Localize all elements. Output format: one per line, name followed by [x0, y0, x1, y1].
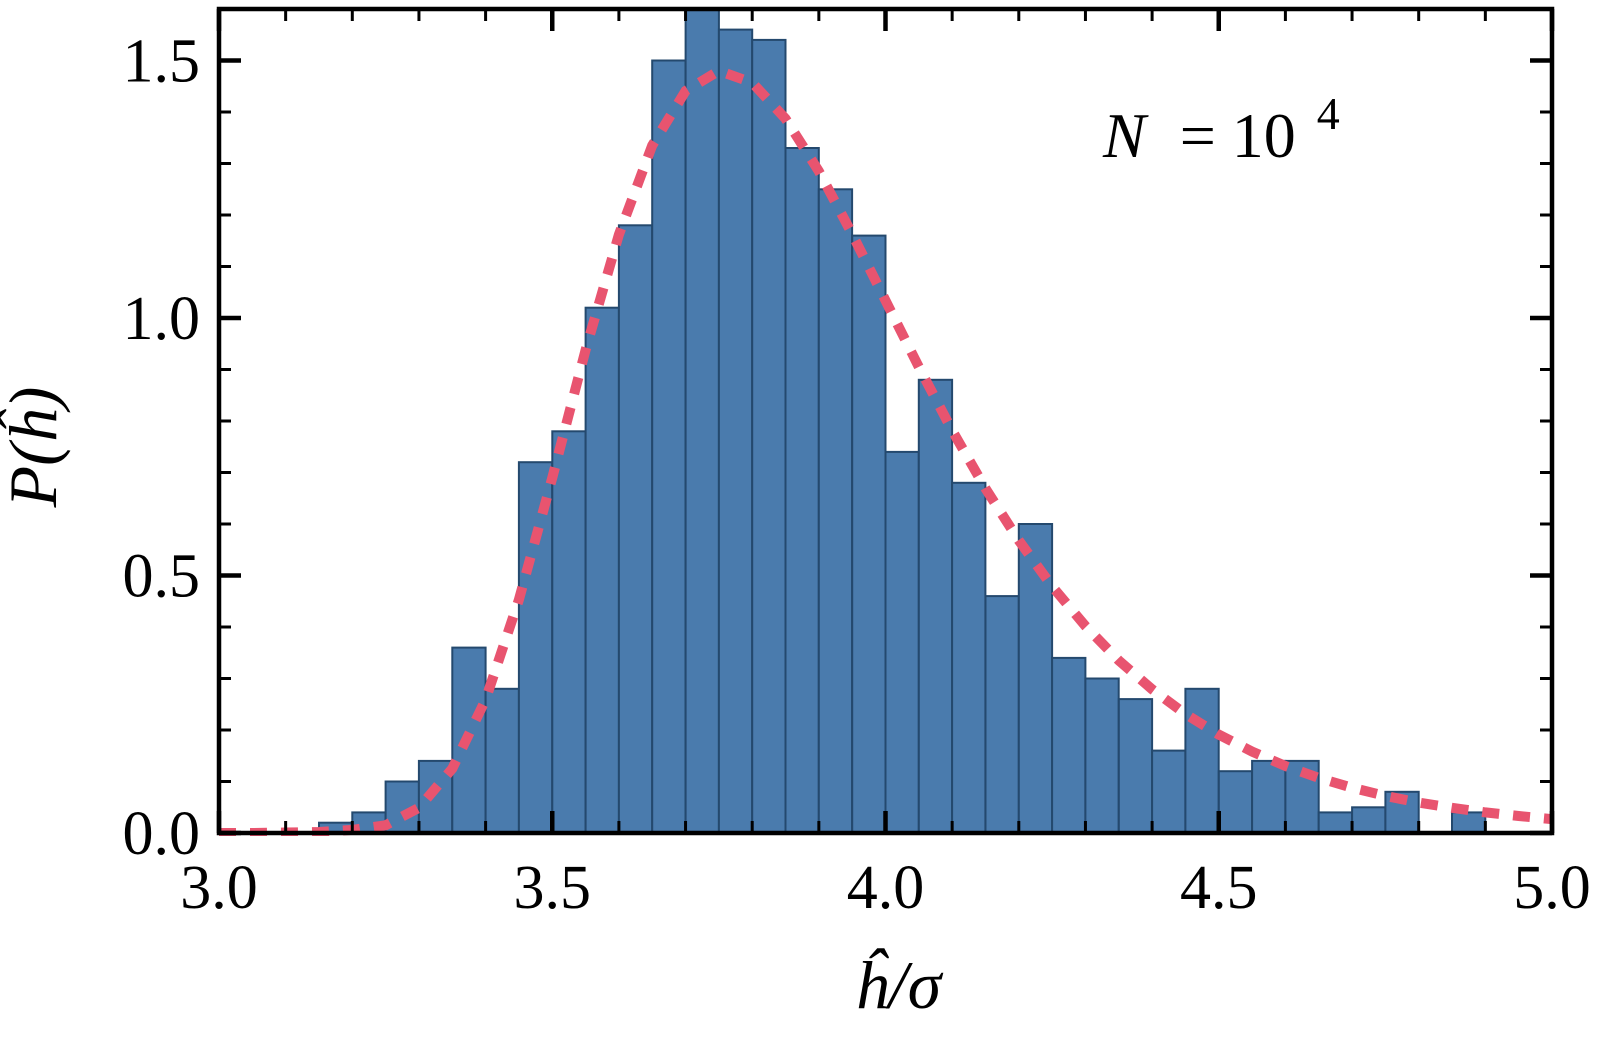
histogram-bar	[951, 481, 987, 834]
y-axis-label: P(ĥ)	[0, 387, 71, 509]
histogram-bar	[851, 234, 887, 835]
x-tick-label: 3.0	[180, 854, 258, 922]
histogram-bar	[1451, 811, 1487, 835]
histogram-bar	[1217, 770, 1254, 835]
y-tick-label: 1.5	[123, 28, 201, 96]
histogram-bar	[1351, 806, 1387, 835]
histogram-bar	[717, 28, 754, 835]
histogram-bar	[1251, 759, 1287, 835]
histogram-bar	[517, 461, 554, 834]
histogram-bar	[817, 188, 854, 835]
histogram-bar	[751, 38, 787, 834]
histogram-bar	[784, 147, 820, 834]
y-tick-label: 1.0	[123, 285, 201, 353]
fit-curve-layer	[219, 65, 1552, 836]
annotation-exponent: 4	[1317, 88, 1340, 139]
annotation-relation: = 10	[1180, 100, 1296, 171]
histogram-bar	[884, 450, 920, 834]
histogram-bar	[1151, 749, 1187, 834]
bars-layer	[318, 8, 1487, 835]
annotation-symbol: N	[1102, 100, 1149, 171]
x-tick-label: 5.0	[1513, 854, 1591, 922]
histogram-bar	[584, 306, 620, 834]
y-tick-label: 0.0	[123, 800, 201, 868]
y-tick-label: 0.5	[123, 543, 201, 611]
fit-curve	[219, 65, 1552, 836]
x-tick-label: 4.5	[1180, 854, 1258, 922]
histogram-bar	[1051, 656, 1087, 835]
ticks-layer	[216, 9, 1555, 836]
histogram-bar	[684, 8, 720, 834]
histogram-bar	[1117, 698, 1154, 834]
histogram-bar	[984, 595, 1020, 834]
histogram-bar	[484, 687, 520, 834]
x-tick-label: 3.5	[514, 854, 592, 922]
histogram-bar	[651, 59, 687, 834]
x-tick-label: 4.0	[847, 854, 925, 922]
x-axis-label: ĥ/σ	[855, 947, 944, 1023]
histogram-bar	[551, 430, 587, 834]
histogram-bar	[1084, 677, 1120, 834]
histogram-bar	[1184, 687, 1220, 834]
annotation: N = 10 4	[1102, 88, 1340, 171]
histogram-bar	[617, 224, 654, 835]
histogram-bar	[1317, 811, 1353, 835]
histogram-bar	[917, 378, 954, 834]
